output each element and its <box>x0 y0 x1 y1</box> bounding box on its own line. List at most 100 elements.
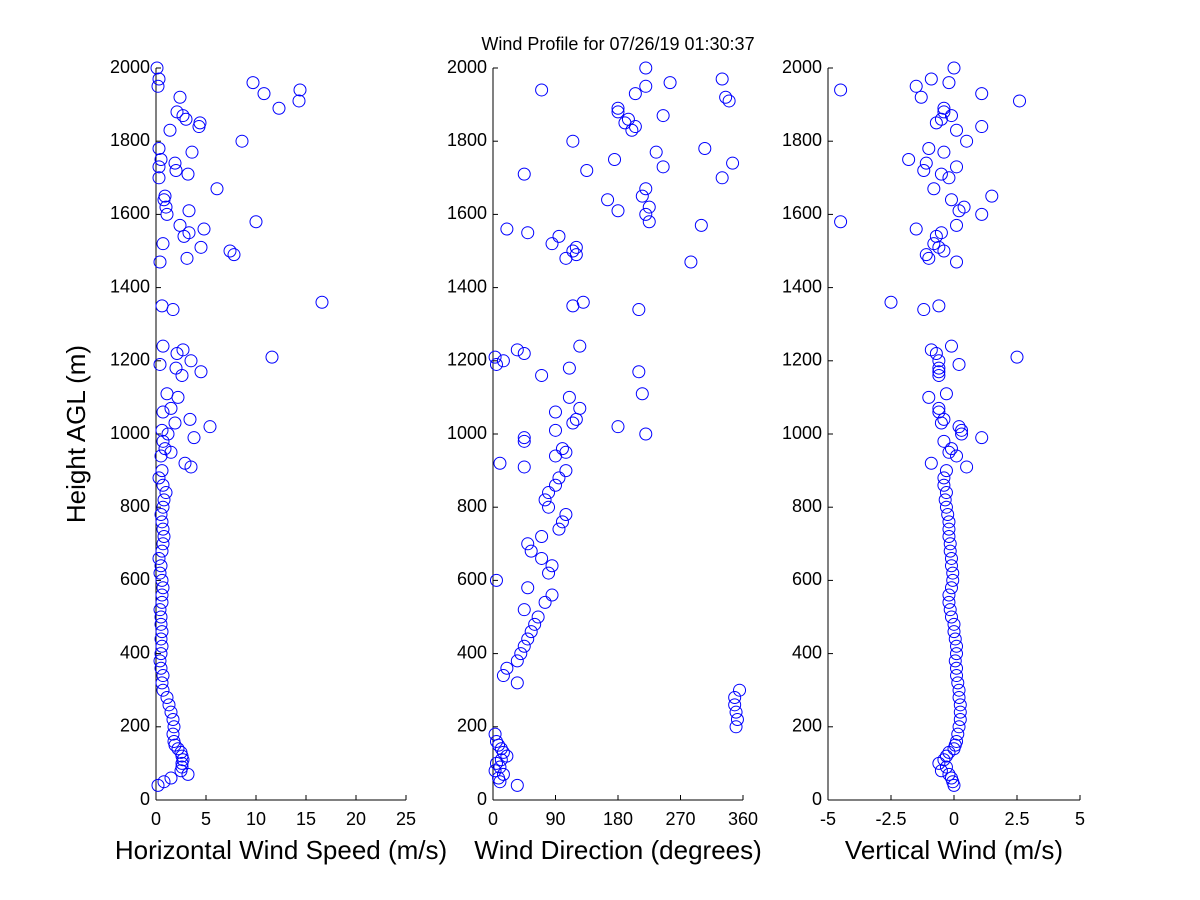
point <box>611 204 625 218</box>
point <box>152 471 166 485</box>
point <box>535 83 549 97</box>
x-tick-label: 0 <box>151 809 161 829</box>
x-axis-label: Vertical Wind (m/s) <box>845 835 1063 865</box>
point <box>628 87 642 101</box>
point <box>164 771 178 785</box>
point <box>156 500 170 514</box>
point <box>158 442 172 456</box>
point <box>154 153 168 166</box>
point <box>154 610 168 624</box>
y-tick-label: 2000 <box>110 57 150 77</box>
point <box>642 215 656 229</box>
y-tick-label: 1800 <box>782 130 822 150</box>
point <box>510 343 524 357</box>
point <box>642 200 656 214</box>
point <box>180 251 194 265</box>
point <box>193 116 207 130</box>
point <box>496 354 510 368</box>
point <box>155 588 169 602</box>
point <box>975 87 989 101</box>
x-tick-label: 180 <box>603 809 633 829</box>
point <box>932 365 946 379</box>
point <box>932 354 946 368</box>
point <box>932 405 946 419</box>
point <box>939 464 953 478</box>
point <box>635 189 649 203</box>
y-tick-label: 600 <box>120 569 150 589</box>
point <box>203 420 217 434</box>
point <box>155 299 169 313</box>
point <box>155 639 169 653</box>
point <box>932 368 946 382</box>
point <box>153 603 167 617</box>
point <box>517 167 531 181</box>
point <box>632 365 646 379</box>
point <box>698 142 712 156</box>
point <box>937 478 951 492</box>
point <box>160 691 174 705</box>
point <box>496 669 510 683</box>
point <box>542 500 556 514</box>
point <box>947 61 961 75</box>
point <box>927 182 941 196</box>
point <box>715 171 729 185</box>
point <box>178 456 192 470</box>
point <box>834 215 848 229</box>
point <box>510 676 524 690</box>
point <box>157 529 171 543</box>
x-axis-label: Horizontal Wind Speed (m/s) <box>115 835 447 865</box>
point <box>960 460 974 474</box>
point <box>521 581 535 595</box>
point <box>952 420 966 434</box>
y-tick-label: 400 <box>120 642 150 662</box>
x-tick-label: 25 <box>396 809 416 829</box>
point <box>152 171 166 185</box>
point <box>947 625 961 639</box>
point <box>944 610 958 624</box>
point <box>943 544 957 558</box>
point <box>156 581 170 595</box>
point <box>975 431 989 445</box>
point <box>946 775 960 789</box>
point <box>488 764 502 778</box>
y-tick-label: 1800 <box>447 130 487 150</box>
point <box>914 90 928 104</box>
point <box>952 720 966 734</box>
point <box>948 738 962 752</box>
x-axis-label: Wind Direction (degrees) <box>474 835 762 865</box>
point <box>545 588 559 602</box>
point <box>535 368 549 382</box>
figure-title: Wind Profile for 07/26/19 01:30:37 <box>481 34 754 54</box>
point <box>156 237 170 251</box>
y-tick-label: 0 <box>140 789 150 809</box>
point <box>639 207 653 221</box>
point <box>924 72 938 86</box>
point <box>521 537 535 551</box>
point <box>944 109 958 123</box>
point <box>155 544 169 558</box>
y-tick-label: 1400 <box>110 276 150 296</box>
x-tick-label: 2.5 <box>1004 809 1029 829</box>
point <box>152 551 166 565</box>
point <box>573 339 587 353</box>
point <box>182 204 196 218</box>
point <box>944 442 958 456</box>
point <box>639 79 653 93</box>
point <box>937 101 951 115</box>
point <box>549 423 562 437</box>
point <box>566 134 580 148</box>
point <box>160 387 174 401</box>
point <box>173 90 187 104</box>
point <box>569 240 583 254</box>
point <box>566 244 580 258</box>
point <box>155 464 169 478</box>
point <box>170 105 184 119</box>
y-axis-label: Height AGL (m) <box>61 345 91 523</box>
point <box>611 101 625 115</box>
point <box>489 357 503 371</box>
point <box>566 416 580 430</box>
point <box>559 508 573 522</box>
point <box>181 767 195 781</box>
point <box>154 559 168 573</box>
point <box>315 295 329 309</box>
